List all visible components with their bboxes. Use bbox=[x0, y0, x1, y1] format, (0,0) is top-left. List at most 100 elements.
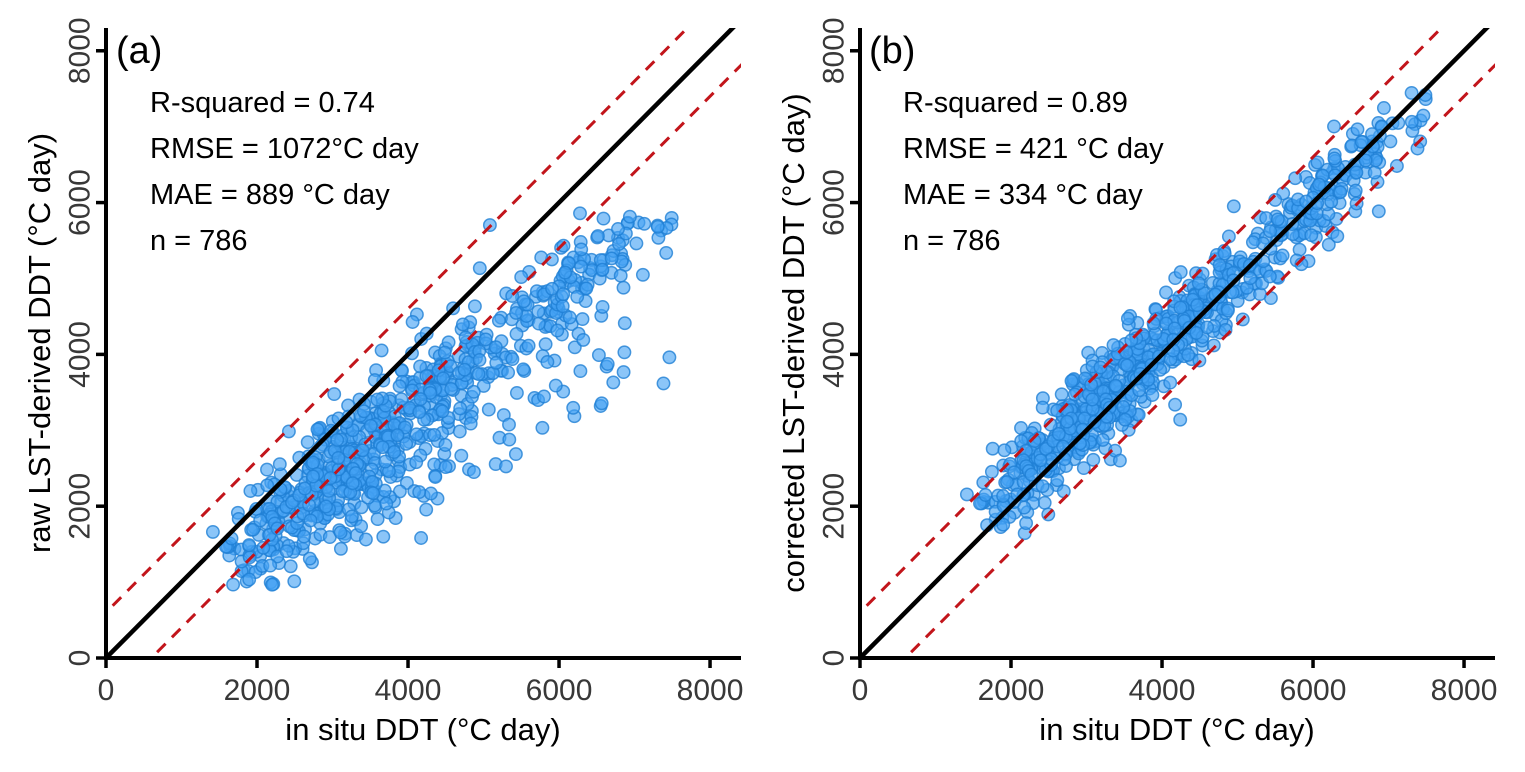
data-point bbox=[1389, 159, 1404, 173]
data-point bbox=[1173, 412, 1188, 427]
data-point bbox=[600, 357, 615, 371]
data-point bbox=[622, 209, 637, 224]
data-point bbox=[570, 289, 585, 304]
data-point bbox=[409, 427, 424, 442]
data-point bbox=[612, 237, 626, 251]
data-point bbox=[579, 281, 594, 296]
data-point bbox=[984, 464, 999, 479]
stat-line-r-squared: R-squared = 0.89 bbox=[903, 87, 1128, 119]
panel-letter-a: (a) bbox=[116, 30, 163, 72]
y-tick-label: 4000 bbox=[64, 321, 97, 388]
data-point bbox=[1348, 183, 1363, 198]
data-point bbox=[1168, 397, 1183, 412]
data-point bbox=[242, 538, 257, 553]
data-point bbox=[1024, 467, 1039, 482]
data-point bbox=[1245, 235, 1260, 250]
data-point bbox=[1288, 171, 1303, 186]
data-point bbox=[1226, 199, 1241, 214]
data-point bbox=[270, 521, 285, 536]
data-point bbox=[1145, 388, 1160, 402]
data-point bbox=[263, 558, 278, 573]
data-point bbox=[1085, 392, 1100, 407]
data-point bbox=[390, 428, 405, 443]
data-point bbox=[1404, 85, 1419, 100]
data-point bbox=[594, 396, 609, 411]
data-point bbox=[1404, 114, 1419, 129]
data-point bbox=[253, 513, 268, 528]
data-point bbox=[478, 332, 493, 347]
data-point bbox=[428, 470, 443, 484]
y-axis-title-a: raw LST-derived DDT (°C day) bbox=[22, 132, 57, 554]
y-tick-label: 6000 bbox=[64, 169, 97, 236]
data-point bbox=[1076, 461, 1091, 476]
data-point bbox=[333, 525, 348, 540]
data-point bbox=[413, 392, 428, 407]
data-point bbox=[363, 418, 378, 433]
data-point bbox=[531, 304, 546, 319]
data-point bbox=[1367, 165, 1382, 180]
data-point bbox=[1017, 500, 1032, 515]
data-point bbox=[656, 376, 671, 391]
data-point bbox=[405, 315, 420, 329]
data-point bbox=[502, 417, 516, 432]
data-point bbox=[1173, 265, 1188, 280]
data-point bbox=[501, 365, 516, 380]
data-point bbox=[466, 465, 481, 480]
y-tick-label: 8000 bbox=[64, 17, 97, 84]
data-point bbox=[555, 299, 570, 314]
data-point bbox=[502, 432, 517, 447]
stat-line-n: n = 786 bbox=[903, 225, 1001, 257]
data-point bbox=[466, 384, 481, 399]
data-point bbox=[540, 355, 555, 369]
data-point bbox=[437, 345, 452, 360]
data-point bbox=[370, 392, 385, 407]
data-point bbox=[1120, 311, 1135, 326]
y-tick-label: 2000 bbox=[818, 473, 851, 540]
stat-line-mae: MAE = 334 °C day bbox=[903, 179, 1143, 211]
data-point bbox=[444, 382, 459, 396]
data-point bbox=[1027, 434, 1042, 448]
data-point bbox=[650, 219, 665, 234]
data-point bbox=[1333, 185, 1348, 200]
x-tick-label: 6000 bbox=[1280, 674, 1347, 707]
stat-line-n: n = 786 bbox=[150, 225, 248, 257]
data-point bbox=[596, 211, 611, 226]
data-point bbox=[387, 445, 402, 459]
data-point bbox=[1262, 269, 1277, 284]
data-point bbox=[558, 265, 573, 280]
data-point bbox=[419, 502, 434, 517]
data-point bbox=[205, 524, 220, 539]
data-point bbox=[635, 267, 650, 282]
data-point bbox=[1051, 426, 1066, 441]
data-point bbox=[302, 551, 317, 566]
one-to-one-line bbox=[106, 28, 736, 658]
data-point bbox=[1358, 153, 1373, 168]
data-point bbox=[659, 245, 674, 260]
data-point bbox=[562, 310, 577, 325]
data-point bbox=[226, 577, 241, 592]
data-point bbox=[1019, 516, 1034, 531]
stat-line-rmse: RMSE = 421 °C day bbox=[903, 133, 1164, 165]
data-point bbox=[260, 462, 274, 477]
data-point bbox=[454, 448, 469, 463]
data-point bbox=[1181, 347, 1196, 362]
data-point bbox=[481, 402, 496, 417]
data-point bbox=[516, 294, 531, 309]
data-point bbox=[331, 450, 346, 465]
x-tick-label: 2000 bbox=[224, 674, 291, 707]
data-point bbox=[463, 416, 478, 431]
data-point bbox=[509, 385, 524, 400]
data-point bbox=[616, 280, 631, 295]
data-point bbox=[1376, 101, 1391, 115]
data-point bbox=[242, 572, 257, 587]
data-point bbox=[330, 432, 345, 447]
data-point bbox=[1173, 300, 1188, 315]
data-point bbox=[617, 345, 632, 360]
y-tick-label: 4000 bbox=[818, 321, 851, 388]
data-point bbox=[1086, 452, 1101, 467]
data-point bbox=[590, 229, 605, 244]
data-point bbox=[1000, 475, 1014, 489]
data-point bbox=[1163, 375, 1178, 390]
